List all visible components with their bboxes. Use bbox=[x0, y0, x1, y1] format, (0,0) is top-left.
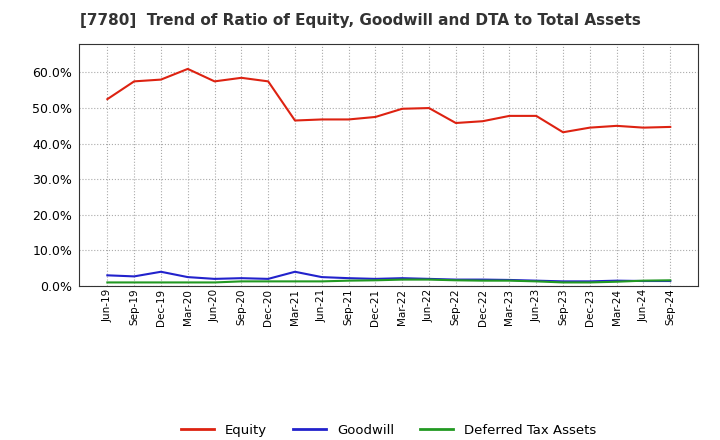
Text: [7780]  Trend of Ratio of Equity, Goodwill and DTA to Total Assets: [7780] Trend of Ratio of Equity, Goodwil… bbox=[80, 13, 640, 28]
Legend: Equity, Goodwill, Deferred Tax Assets: Equity, Goodwill, Deferred Tax Assets bbox=[176, 418, 601, 440]
